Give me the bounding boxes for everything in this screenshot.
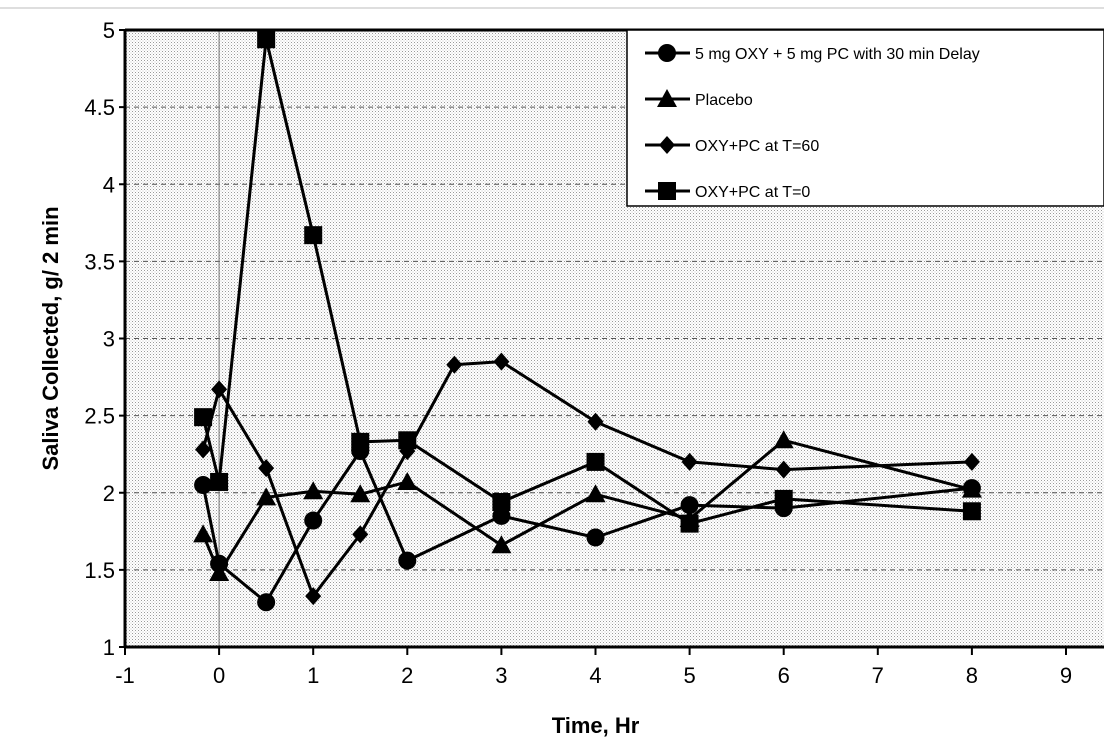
data-point-diamond [352, 525, 369, 544]
data-point-triangle [491, 535, 512, 554]
data-point-diamond [681, 452, 698, 471]
y-tick-label: 4 [103, 172, 115, 197]
data-point-square [304, 226, 323, 245]
data-point-square [586, 452, 605, 471]
data-point-diamond [446, 355, 463, 374]
legend-label: Placebo [695, 92, 753, 109]
y-axis-title: Saliva Collected, g/ 2 min [38, 206, 63, 470]
data-point-circle [398, 551, 417, 570]
data-point-triangle [350, 484, 371, 503]
x-tick-label: -1 [115, 663, 135, 688]
data-point-diamond [258, 459, 275, 478]
x-tick-label: 4 [589, 663, 601, 688]
legend-marker-diamond [659, 136, 675, 154]
data-point-diamond [211, 380, 228, 399]
data-point-diamond [305, 587, 322, 606]
y-tick-label: 1 [103, 635, 115, 660]
data-point-circle [492, 506, 511, 525]
series-oxy-pc-at-t-0 [194, 30, 981, 533]
data-point-square [774, 489, 793, 508]
y-tick-label: 1.5 [84, 558, 115, 583]
series-oxy-pc-at-t-60 [195, 352, 980, 606]
data-point-square [351, 432, 370, 451]
y-tick-label: 2 [103, 481, 115, 506]
y-tick-label: 5 [103, 18, 115, 43]
data-point-square [398, 431, 417, 450]
data-point-triangle [303, 481, 324, 500]
x-tick-label: 1 [307, 663, 319, 688]
data-point-triangle [585, 484, 606, 503]
legend-marker-circle [658, 44, 676, 62]
legend-label: OXY+PC at T=60 [695, 138, 819, 155]
data-point-square [962, 502, 981, 521]
legend-marker-triangle [657, 89, 677, 107]
data-point-circle [257, 593, 276, 612]
data-point-triangle [193, 524, 214, 543]
data-point-circle [304, 511, 323, 530]
series-line [201, 360, 972, 598]
y-tick-label: 4.5 [84, 95, 115, 120]
legend-label: OXY+PC at T=0 [695, 184, 810, 201]
y-tick-label: 3.5 [84, 249, 115, 274]
data-point-square [680, 514, 699, 533]
data-point-triangle [397, 471, 418, 490]
data-point-triangle [773, 430, 794, 449]
data-point-circle [586, 528, 605, 547]
legend-box [626, 29, 1104, 207]
x-axis-title: Time, Hr [552, 713, 640, 738]
data-point-triangle [209, 562, 230, 581]
data-point-square [257, 30, 276, 49]
legend-label: 5 mg OXY + 5 mg PC with 30 min Delay [695, 46, 980, 63]
x-tick-label: 7 [872, 663, 884, 688]
data-point-diamond [963, 452, 980, 471]
data-point-diamond [587, 412, 604, 431]
x-tick-label: 5 [683, 663, 695, 688]
legend-marker-square [658, 182, 676, 200]
data-point-triangle [256, 487, 277, 506]
data-point-diamond [775, 460, 792, 479]
data-point-circle [194, 476, 213, 495]
x-tick-label: 9 [1060, 663, 1072, 688]
data-point-square [194, 408, 213, 427]
data-point-diamond [195, 440, 212, 459]
data-point-circle [680, 496, 699, 515]
x-tick-label: 6 [778, 663, 790, 688]
data-point-diamond [493, 352, 510, 371]
data-point-square [210, 472, 229, 491]
x-tick-label: 2 [401, 663, 413, 688]
x-tick-label: 3 [495, 663, 507, 688]
y-tick-label: 2.5 [84, 404, 115, 429]
x-tick-label: 8 [966, 663, 978, 688]
y-tick-label: 3 [103, 327, 115, 352]
data-point-triangle [961, 479, 982, 498]
data-point-square [492, 493, 511, 512]
x-tick-label: 0 [213, 663, 225, 688]
